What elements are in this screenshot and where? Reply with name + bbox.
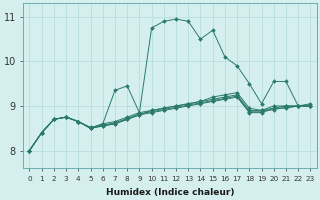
X-axis label: Humidex (Indice chaleur): Humidex (Indice chaleur) bbox=[106, 188, 234, 197]
